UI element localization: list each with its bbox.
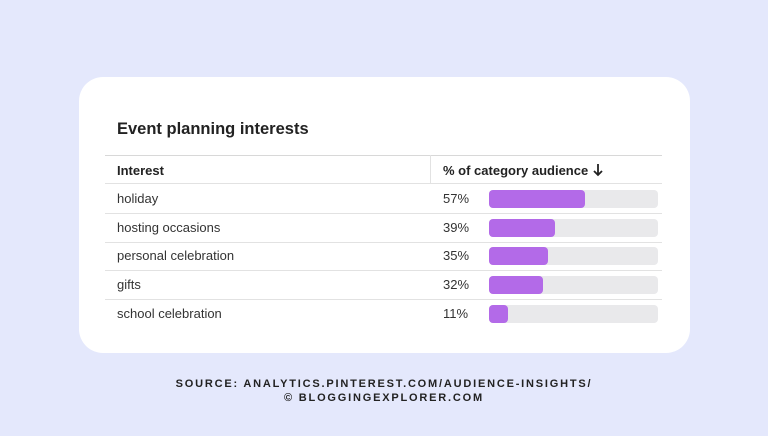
value-label: 32% [443, 277, 470, 293]
row-rule [105, 213, 662, 214]
bar [489, 304, 508, 323]
sort-arrow[interactable] [592, 163, 604, 177]
bar-track [489, 247, 658, 266]
row-rule [105, 299, 662, 301]
header-rule [105, 155, 662, 156]
value-label: 11% [443, 305, 469, 321]
source-line: SOURCE: ANALYTICS.PINTEREST.COM/AUDIENCE… [175, 378, 593, 390]
source-line: © BLOGGINGEXPLORER.COM [284, 392, 484, 404]
row-rule [105, 270, 662, 272]
bar-track [489, 304, 658, 323]
bar-track [489, 276, 658, 295]
value-label: 57% [443, 191, 470, 206]
row-label: gifts [117, 277, 141, 293]
column-header[interactable]: % of category audience [443, 163, 589, 178]
row-label: hosting occasions [117, 219, 221, 235]
row-label: personal celebration [117, 248, 235, 264]
chart-title: Event planning interests [117, 120, 309, 138]
bar [489, 218, 555, 237]
card: Event planning interests Interest % of c… [79, 77, 690, 353]
row-label: holiday [117, 191, 159, 206]
column-header: Interest [117, 163, 164, 178]
value-label: 39% [443, 219, 470, 235]
bar-track [489, 218, 658, 237]
row-label: school celebration [117, 305, 222, 321]
row-rule [105, 241, 662, 243]
bar [489, 190, 586, 208]
bar [489, 247, 549, 266]
value-label: 35% [443, 248, 470, 264]
bar-track [489, 190, 658, 208]
bar [489, 276, 544, 295]
column-divider [430, 155, 431, 183]
row-rule [105, 183, 662, 184]
